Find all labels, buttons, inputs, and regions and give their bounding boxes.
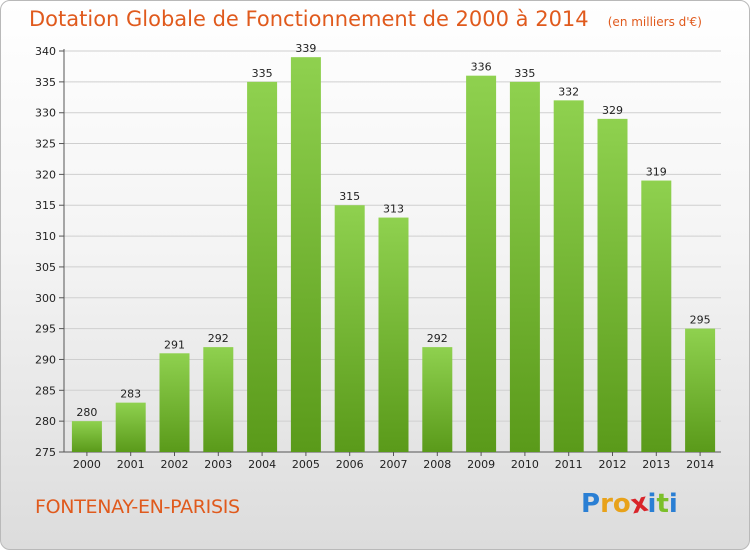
value-label: 335	[252, 67, 273, 80]
proxiti-logo: Proxiti	[581, 488, 678, 521]
y-tick-label: 330	[35, 107, 56, 120]
y-tick-label: 340	[35, 45, 56, 58]
y-tick-label: 290	[35, 353, 56, 366]
value-label: 295	[690, 314, 711, 327]
value-label: 319	[646, 166, 667, 179]
y-tick-label: 300	[35, 292, 56, 305]
y-tick-label: 275	[35, 446, 56, 459]
commune-name: FONTENAY-EN-PARISIS	[35, 496, 240, 518]
bar	[203, 347, 234, 452]
y-tick-label: 280	[35, 415, 56, 428]
bar	[115, 402, 146, 452]
value-label: 332	[558, 85, 579, 98]
x-tick-label: 2002	[161, 458, 189, 471]
y-tick-label: 285	[35, 384, 56, 397]
x-tick-label: 2001	[117, 458, 145, 471]
bar	[247, 81, 278, 452]
bar	[685, 328, 716, 452]
bar	[597, 118, 628, 452]
x-tick-label: 2004	[248, 458, 276, 471]
bar	[334, 205, 365, 452]
x-tick-label: 2006	[336, 458, 364, 471]
value-label: 335	[514, 67, 535, 80]
logo-letter: o	[612, 489, 631, 519]
value-label: 315	[339, 190, 360, 203]
bar	[378, 217, 409, 452]
bar	[71, 421, 102, 452]
logo-letter: i	[647, 489, 657, 519]
x-tick-label: 2011	[555, 458, 583, 471]
logo-letter: t	[656, 489, 669, 519]
x-tick-label: 2000	[73, 458, 101, 471]
y-tick-label: 320	[35, 168, 56, 181]
y-tick-label: 305	[35, 261, 56, 274]
chart-title: Dotation Globale de Fonctionnement de 20…	[29, 7, 589, 31]
x-tick-label: 2009	[467, 458, 495, 471]
value-label: 313	[383, 203, 404, 216]
y-tick-label: 310	[35, 230, 56, 243]
bar	[466, 75, 497, 452]
value-label: 283	[120, 388, 141, 401]
x-tick-label: 2010	[511, 458, 539, 471]
bar	[290, 57, 321, 453]
bar	[641, 180, 672, 453]
bar	[422, 347, 453, 452]
value-label: 329	[602, 104, 623, 117]
x-tick-label: 2013	[642, 458, 670, 471]
y-tick-label: 325	[35, 138, 56, 151]
logo-letter: P	[581, 489, 601, 519]
x-tick-label: 2012	[599, 458, 627, 471]
bar	[159, 353, 190, 452]
value-label: 280	[76, 406, 97, 419]
x-tick-label: 2008	[423, 458, 451, 471]
y-tick-label: 335	[35, 76, 56, 89]
bar	[509, 81, 540, 452]
value-label: 336	[471, 61, 492, 74]
logo-letter: r	[600, 489, 613, 519]
bar	[553, 100, 584, 452]
x-tick-label: 2014	[686, 458, 714, 471]
chart-unit: (en milliers d'€)	[607, 15, 702, 29]
y-tick-label: 295	[35, 323, 56, 336]
value-label: 291	[164, 338, 185, 351]
title-row: Dotation Globale de Fonctionnement de 20…	[29, 7, 702, 31]
value-label: 292	[427, 332, 448, 345]
value-label: 339	[295, 42, 316, 55]
x-tick-label: 2003	[204, 458, 232, 471]
y-tick-label: 315	[35, 199, 56, 212]
x-tick-label: 2007	[380, 458, 408, 471]
logo-letter: i	[668, 489, 678, 519]
x-tick-label: 2005	[292, 458, 320, 471]
value-label: 292	[208, 332, 229, 345]
